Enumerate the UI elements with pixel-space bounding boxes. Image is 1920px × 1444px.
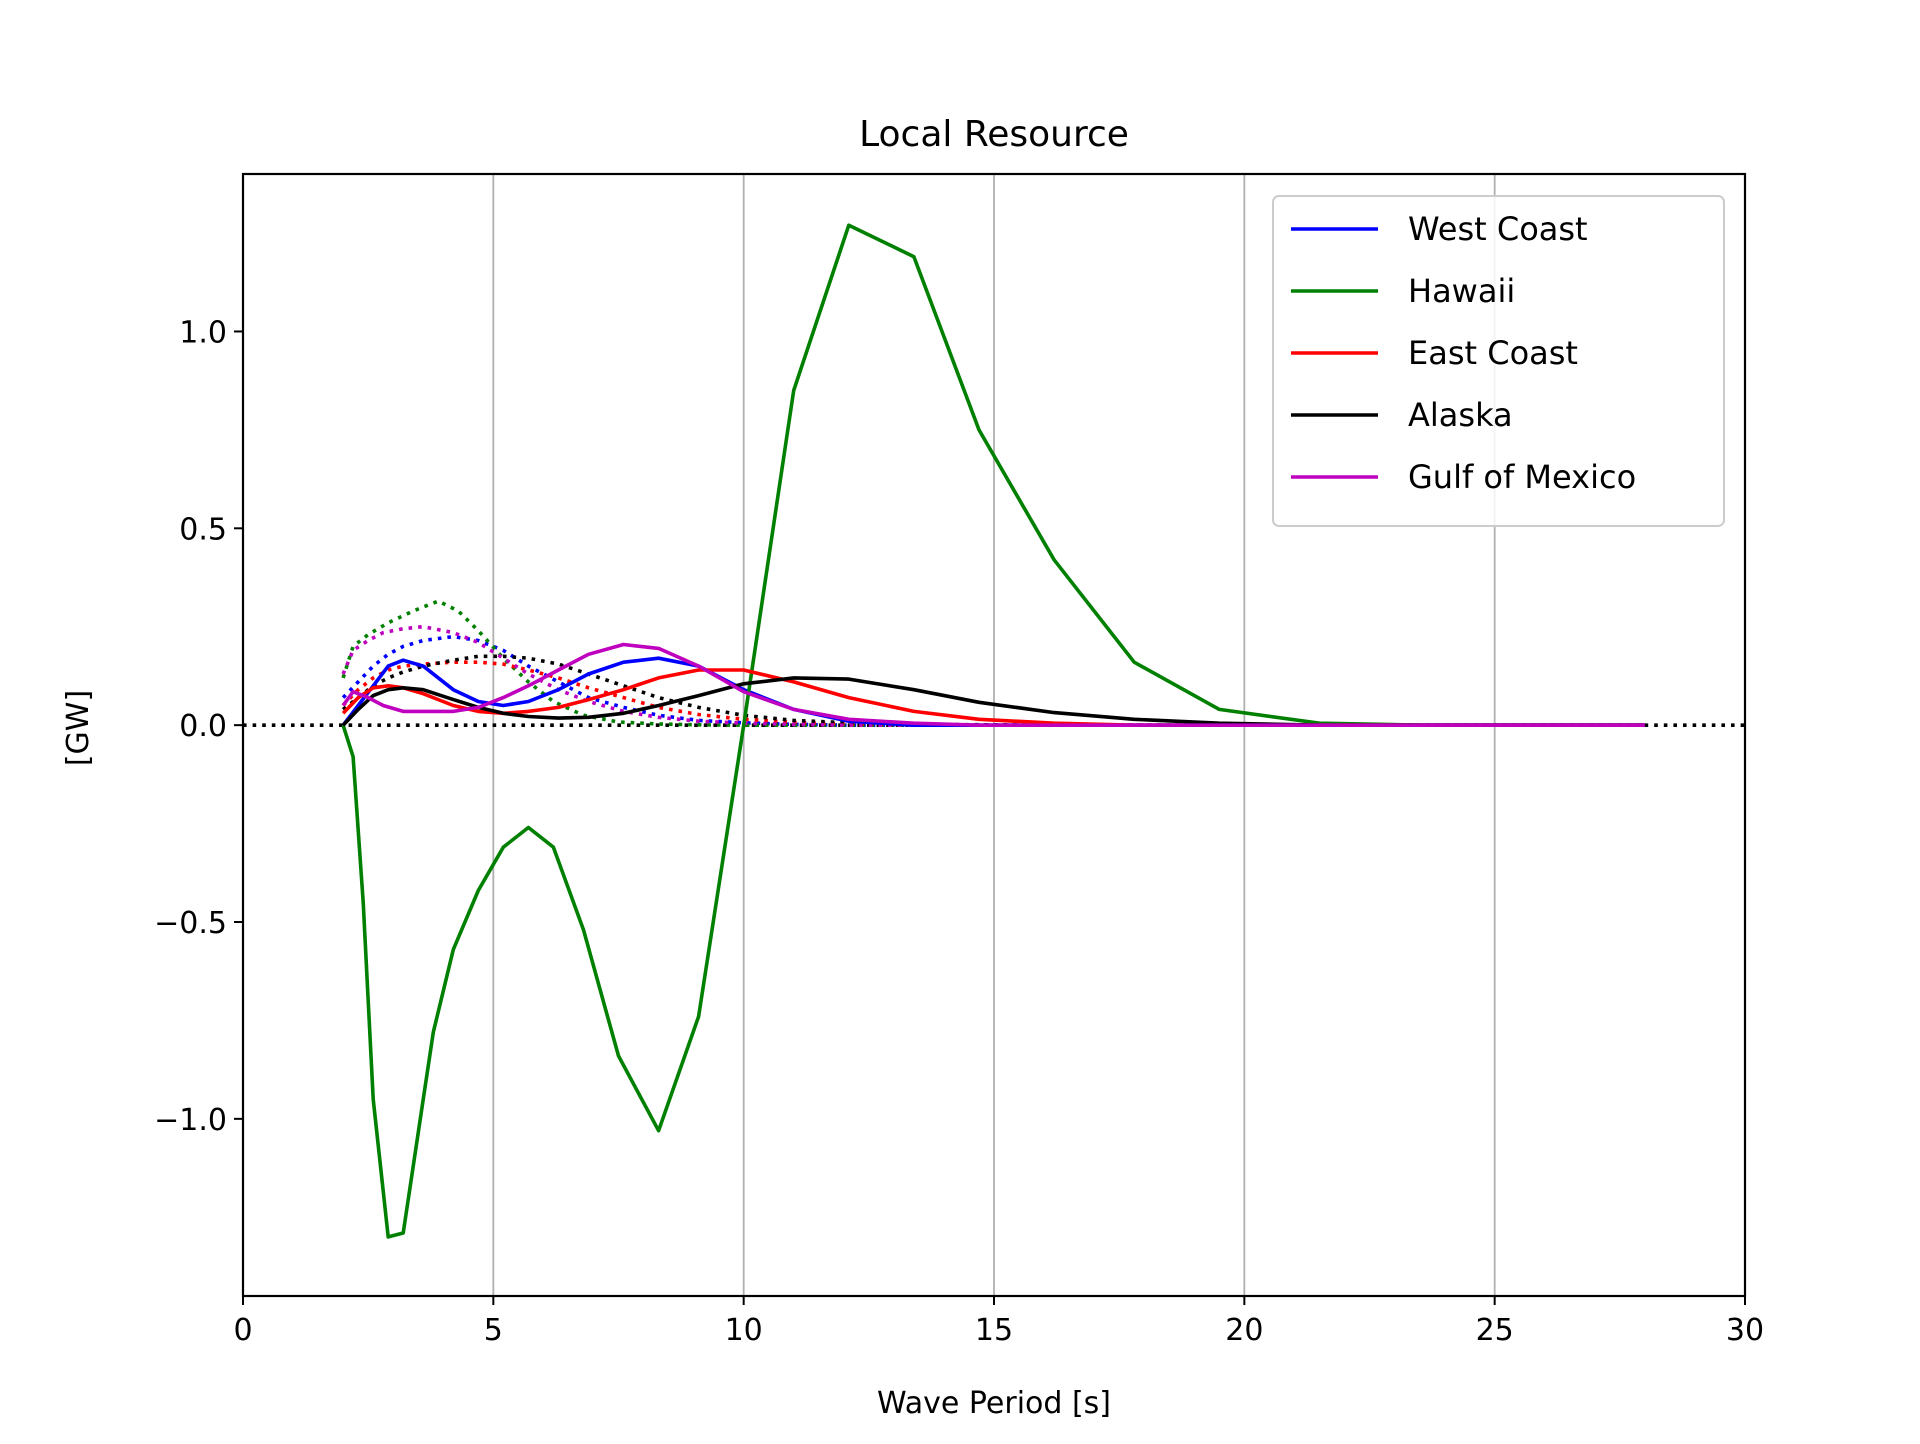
legend-label-alaska: Alaska [1408, 396, 1513, 434]
x-tick-label: 0 [233, 1313, 252, 1348]
legend-label-east-coast: East Coast [1408, 334, 1578, 372]
x-tick-label: 5 [484, 1313, 503, 1348]
chart-title: Local Resource [859, 114, 1129, 155]
series-line-alaska [341, 676, 1645, 728]
legend-box [1272, 195, 1725, 527]
y-tick-label: −0.5 [154, 906, 227, 941]
x-tick-label: 25 [1476, 1313, 1514, 1348]
y-axis-label: [GW] [61, 690, 96, 766]
y-tick-label: −1.0 [154, 1103, 227, 1138]
x-tick-label: 30 [1726, 1313, 1764, 1348]
legend: West Coast Hawaii East Coast Alaska Gulf of … [1272, 195, 1725, 527]
x-tick-label: 15 [975, 1313, 1013, 1348]
series-line--000000-reference-dotted [341, 654, 1645, 728]
y-tick-label: 0.0 [179, 709, 227, 744]
series-line--ff0000-reference-dotted [341, 660, 1645, 728]
legend-label-hawaii: Hawaii [1408, 272, 1515, 310]
series-line-gulf-of-mexico [341, 642, 1645, 728]
series-line--0000ff-reference-dotted [341, 634, 1645, 728]
x-axis-label: Wave Period [s] [877, 1386, 1111, 1421]
x-tick-label: 10 [725, 1313, 763, 1348]
series-line-hawaii [341, 223, 1645, 1239]
series-layer [341, 223, 1645, 1239]
y-tick-label: 1.0 [179, 315, 227, 350]
legend-label-gulf-of-mexico: Gulf of Mexico [1408, 458, 1636, 496]
y-tick-label: 0.5 [179, 512, 227, 547]
ticks-layer: 0 5 10 15 20 25 30 −1.0 −0.5 0.0 0.5 1.0 [154, 315, 1764, 1348]
series-line--bf00bf-reference-dotted [341, 624, 1645, 728]
x-tick-label: 20 [1225, 1313, 1263, 1348]
legend-label-west-coast: West Coast [1408, 210, 1588, 248]
